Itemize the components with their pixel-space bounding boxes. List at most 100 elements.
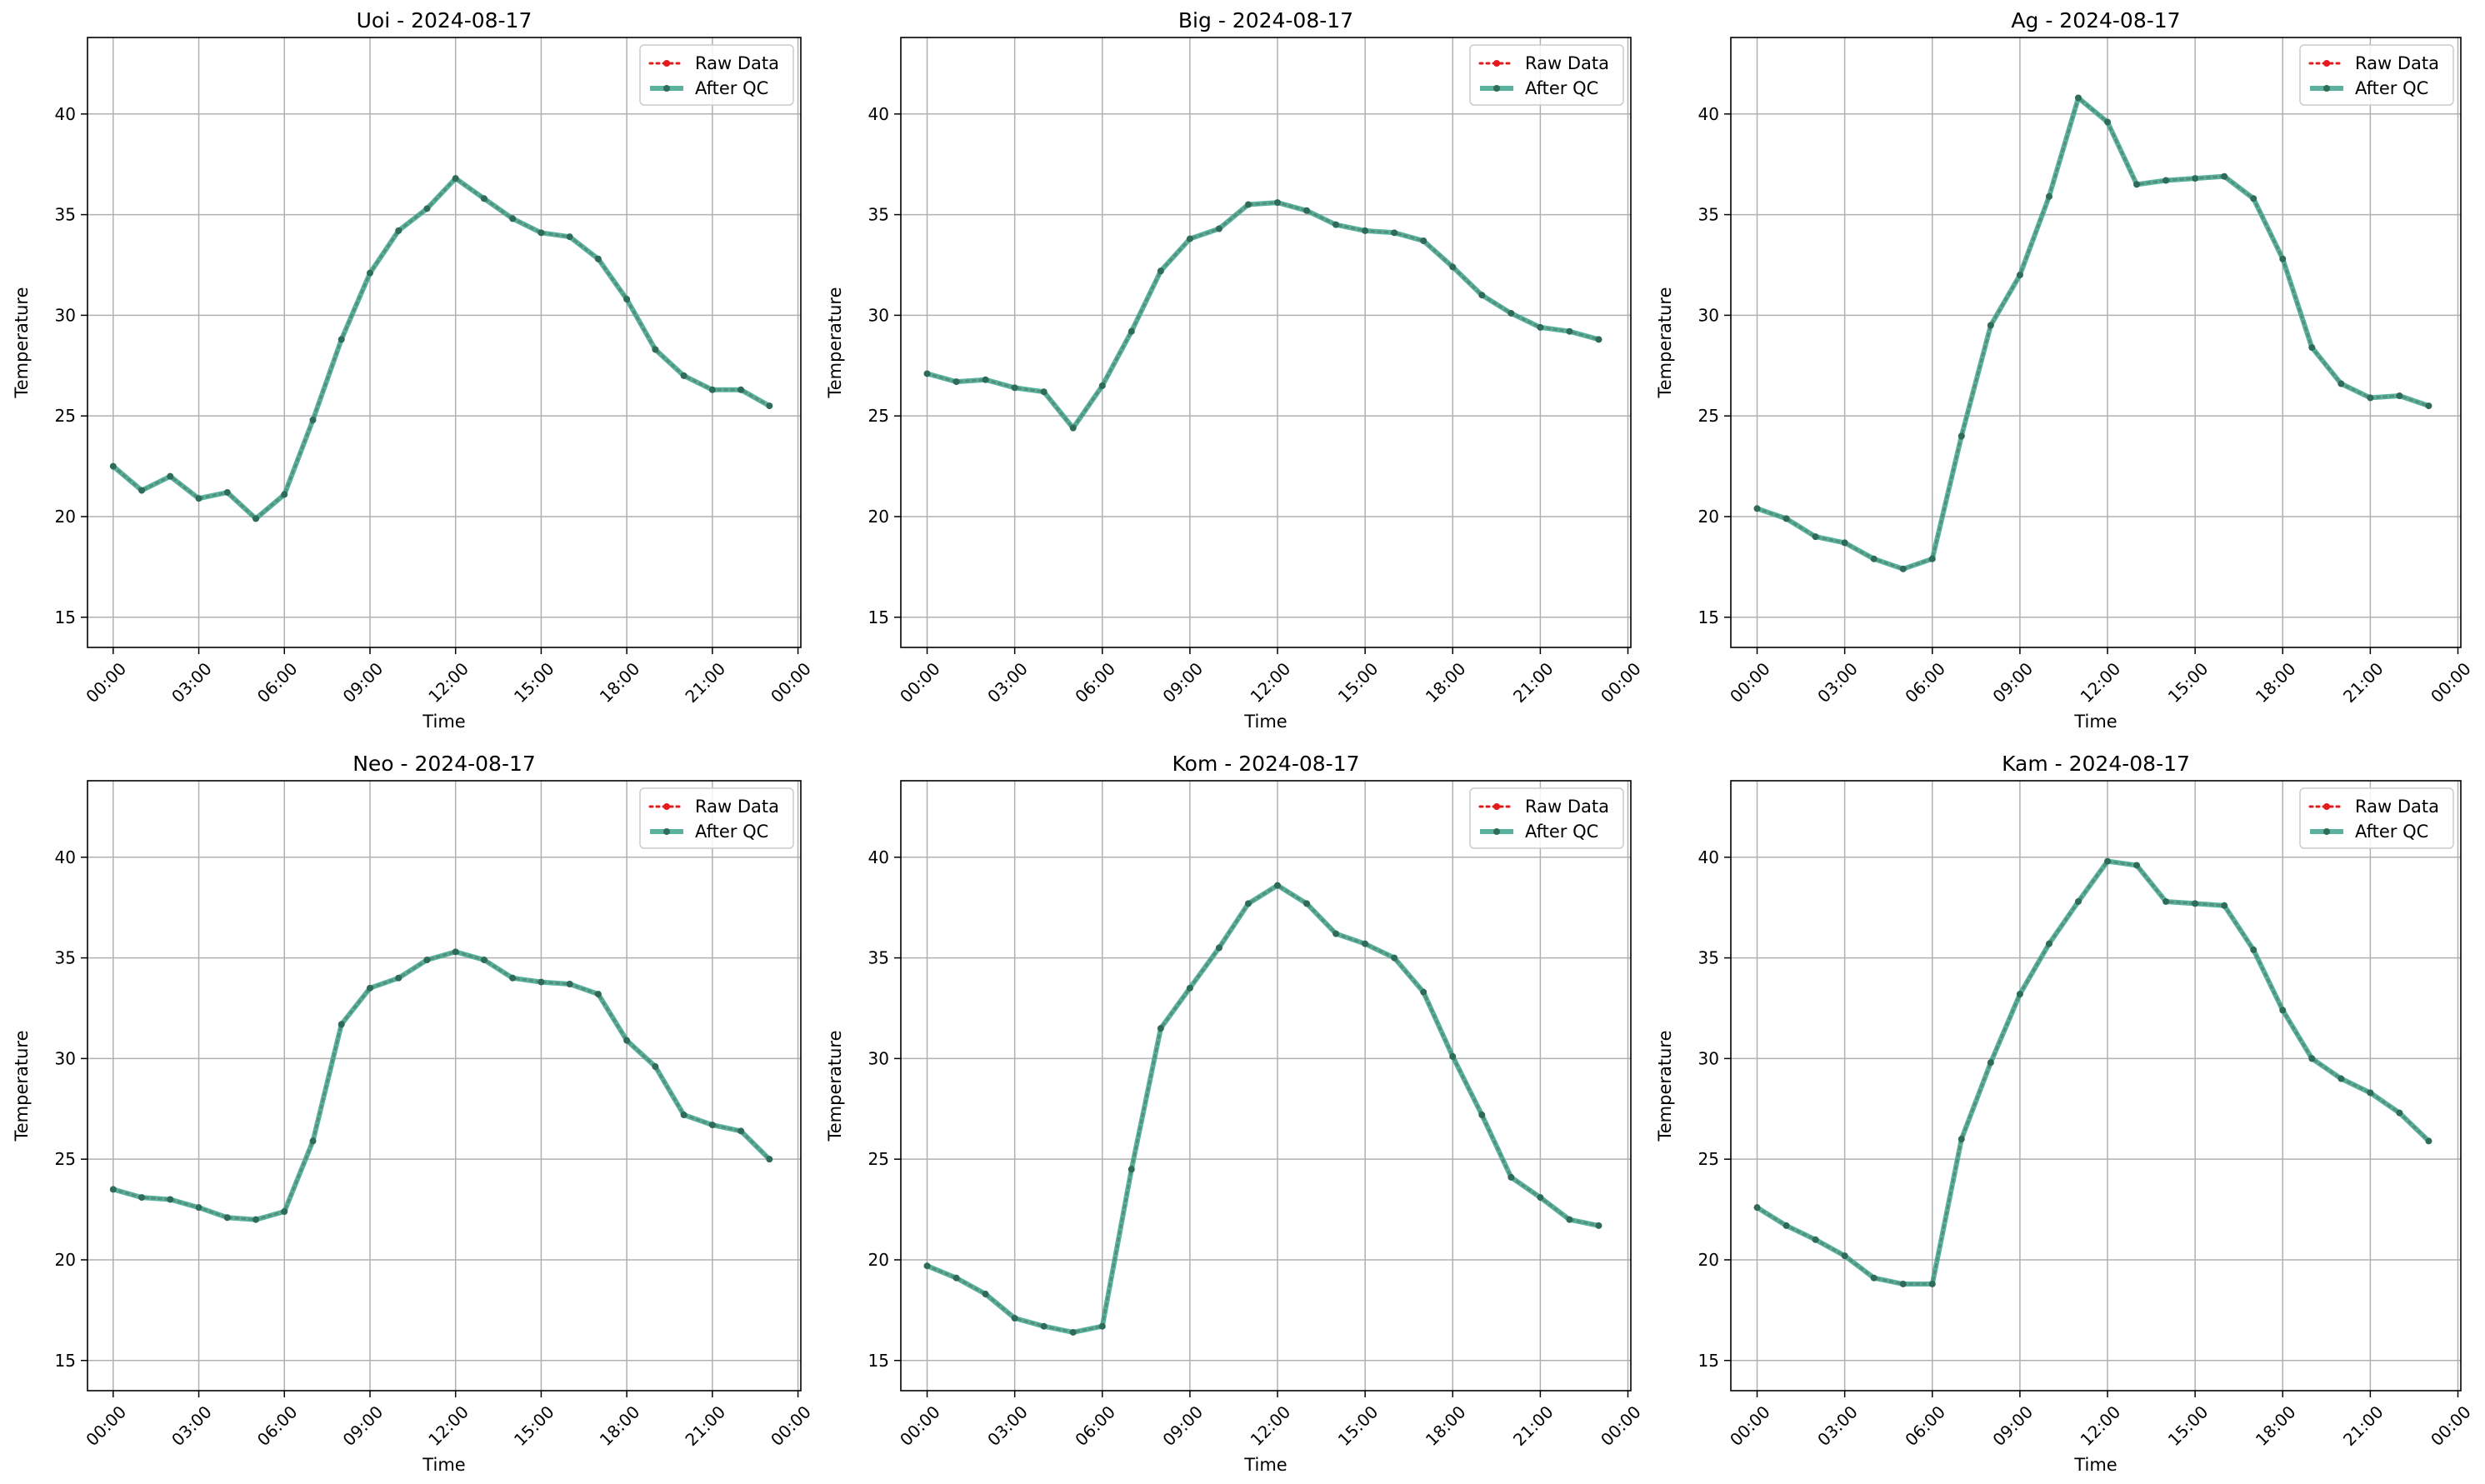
x-tick-label: 00:00 xyxy=(896,658,944,707)
chart-panel-2: 15 20 25 30 35 40 00:00 03:00 06:00 09:00 12:00 15:… xyxy=(825,8,1645,732)
after-qc-point xyxy=(480,195,488,202)
after-qc-point xyxy=(1391,229,1398,237)
after-qc-point xyxy=(1332,930,1340,937)
after-qc-point xyxy=(1040,388,1048,396)
x-tick-label: 15:00 xyxy=(2164,1402,2212,1450)
y-tick-label: 35 xyxy=(1698,205,1719,225)
y-tick-label: 40 xyxy=(55,847,76,867)
y-axis: 15 20 25 30 35 40 xyxy=(55,104,88,627)
x-tick-label: 09:00 xyxy=(1988,658,2037,707)
legend-qc-label: After QC xyxy=(1525,78,1598,98)
after-qc-point xyxy=(680,1112,688,1119)
chart-title: Kam - 2024-08-17 xyxy=(2002,752,2190,776)
y-tick-label: 35 xyxy=(868,205,889,225)
legend-qc-marker xyxy=(1493,828,1500,835)
y-tick-label: 20 xyxy=(868,1250,889,1270)
after-qc-point xyxy=(1753,505,1761,512)
after-qc-point xyxy=(652,1063,659,1071)
y-tick-label: 30 xyxy=(868,305,889,325)
legend-qc-label: After QC xyxy=(1525,822,1598,842)
after-qc-point xyxy=(1157,267,1164,275)
after-qc-line xyxy=(924,200,1602,431)
legend-qc-label: After QC xyxy=(695,78,768,98)
after-qc-points xyxy=(923,882,1602,1336)
legend: Raw Data After QC xyxy=(2299,787,2454,849)
y-tick-label: 35 xyxy=(868,948,889,968)
gridlines xyxy=(1731,37,2461,647)
after-qc-point xyxy=(2074,94,2082,102)
after-qc-point xyxy=(2308,1055,2316,1062)
after-qc-point xyxy=(2016,272,2023,279)
legend-qc-label: After QC xyxy=(695,822,768,842)
after-qc-point xyxy=(652,346,659,353)
after-qc-point xyxy=(2425,1137,2432,1145)
x-tick-label: 18:00 xyxy=(1422,658,1470,707)
after-qc-point xyxy=(1244,201,1252,208)
raw-data-points xyxy=(110,175,772,522)
after-qc-point xyxy=(395,974,402,982)
after-qc-point xyxy=(366,984,373,992)
after-qc-point xyxy=(594,255,602,262)
after-qc-point xyxy=(1332,221,1340,228)
after-qc-point xyxy=(1303,900,1311,907)
after-qc-point xyxy=(338,1021,345,1028)
y-tick-label: 40 xyxy=(1698,104,1719,124)
after-qc-point xyxy=(338,336,345,343)
after-qc-point xyxy=(2133,862,2141,869)
legend-qc-label: After QC xyxy=(2355,78,2428,98)
after-qc-point xyxy=(281,491,288,498)
y-tick-label: 30 xyxy=(1698,305,1719,325)
after-qc-line xyxy=(110,176,772,522)
after-qc-point xyxy=(1958,432,1965,440)
x-axis: 00:00 03:00 06:00 09:00 12:00 15:00 18:00 21:00… xyxy=(1726,647,2475,707)
y-axis-label: Temperature xyxy=(825,287,845,398)
after-qc-point xyxy=(1537,323,1544,331)
axes-frame xyxy=(900,780,1632,1392)
x-axis: 00:00 03:00 06:00 09:00 12:00 15:00 18:00 21:00… xyxy=(82,647,815,707)
after-qc-point xyxy=(309,417,317,424)
y-tick-label: 30 xyxy=(55,305,76,325)
legend-raw-marker xyxy=(1493,803,1500,810)
raw-data-points xyxy=(924,882,1602,1336)
after-qc-points xyxy=(109,175,773,522)
after-qc-point xyxy=(109,462,117,470)
x-tick-label: 00:00 xyxy=(1597,658,1645,707)
x-tick-label: 09:00 xyxy=(339,658,388,707)
chart-title: Neo - 2024-08-17 xyxy=(352,752,536,776)
after-qc-point xyxy=(2367,1089,2374,1097)
after-qc-point xyxy=(2250,946,2258,953)
after-qc-point xyxy=(1274,882,1282,889)
axes-frame xyxy=(900,37,1632,648)
after-qc-point xyxy=(423,957,431,964)
y-tick-label: 25 xyxy=(868,1149,889,1169)
after-qc-point xyxy=(2250,195,2258,202)
after-qc-point xyxy=(2221,902,2228,909)
y-tick-label: 15 xyxy=(1698,1351,1719,1371)
after-qc-point xyxy=(2221,172,2228,180)
after-qc-point xyxy=(2192,900,2199,907)
legend: Raw Data After QC xyxy=(639,44,794,106)
after-qc-point xyxy=(1812,1236,1819,1243)
y-tick-label: 15 xyxy=(868,1351,889,1371)
chart-panel-6: 15 20 25 30 35 40 00:00 03:00 06:00 09:00 12:00 15:… xyxy=(1655,752,2475,1475)
x-tick-label: 06:00 xyxy=(1901,1402,1949,1450)
x-tick-label: 00:00 xyxy=(2427,658,2475,707)
y-axis-label: Temperature xyxy=(12,1030,32,1142)
after-qc-point xyxy=(2338,1075,2345,1082)
after-qc-point xyxy=(1011,384,1018,392)
after-qc-point xyxy=(708,386,716,393)
after-qc-point xyxy=(1040,1322,1048,1330)
x-tick-label: 00:00 xyxy=(896,1402,944,1450)
after-qc-point xyxy=(1244,900,1252,907)
gridlines xyxy=(88,781,801,1391)
x-tick-label: 21:00 xyxy=(2339,658,2388,707)
after-qc-point xyxy=(1478,292,1486,299)
after-qc-point xyxy=(1362,940,1369,947)
gridlines xyxy=(901,37,1631,647)
x-tick-label: 00:00 xyxy=(1597,1402,1645,1450)
after-qc-point xyxy=(1449,1052,1457,1060)
y-axis-label: Temperature xyxy=(12,287,32,398)
after-qc-point xyxy=(1274,199,1282,207)
after-qc-point xyxy=(1841,1252,1848,1260)
x-tick-label: 21:00 xyxy=(681,658,729,707)
